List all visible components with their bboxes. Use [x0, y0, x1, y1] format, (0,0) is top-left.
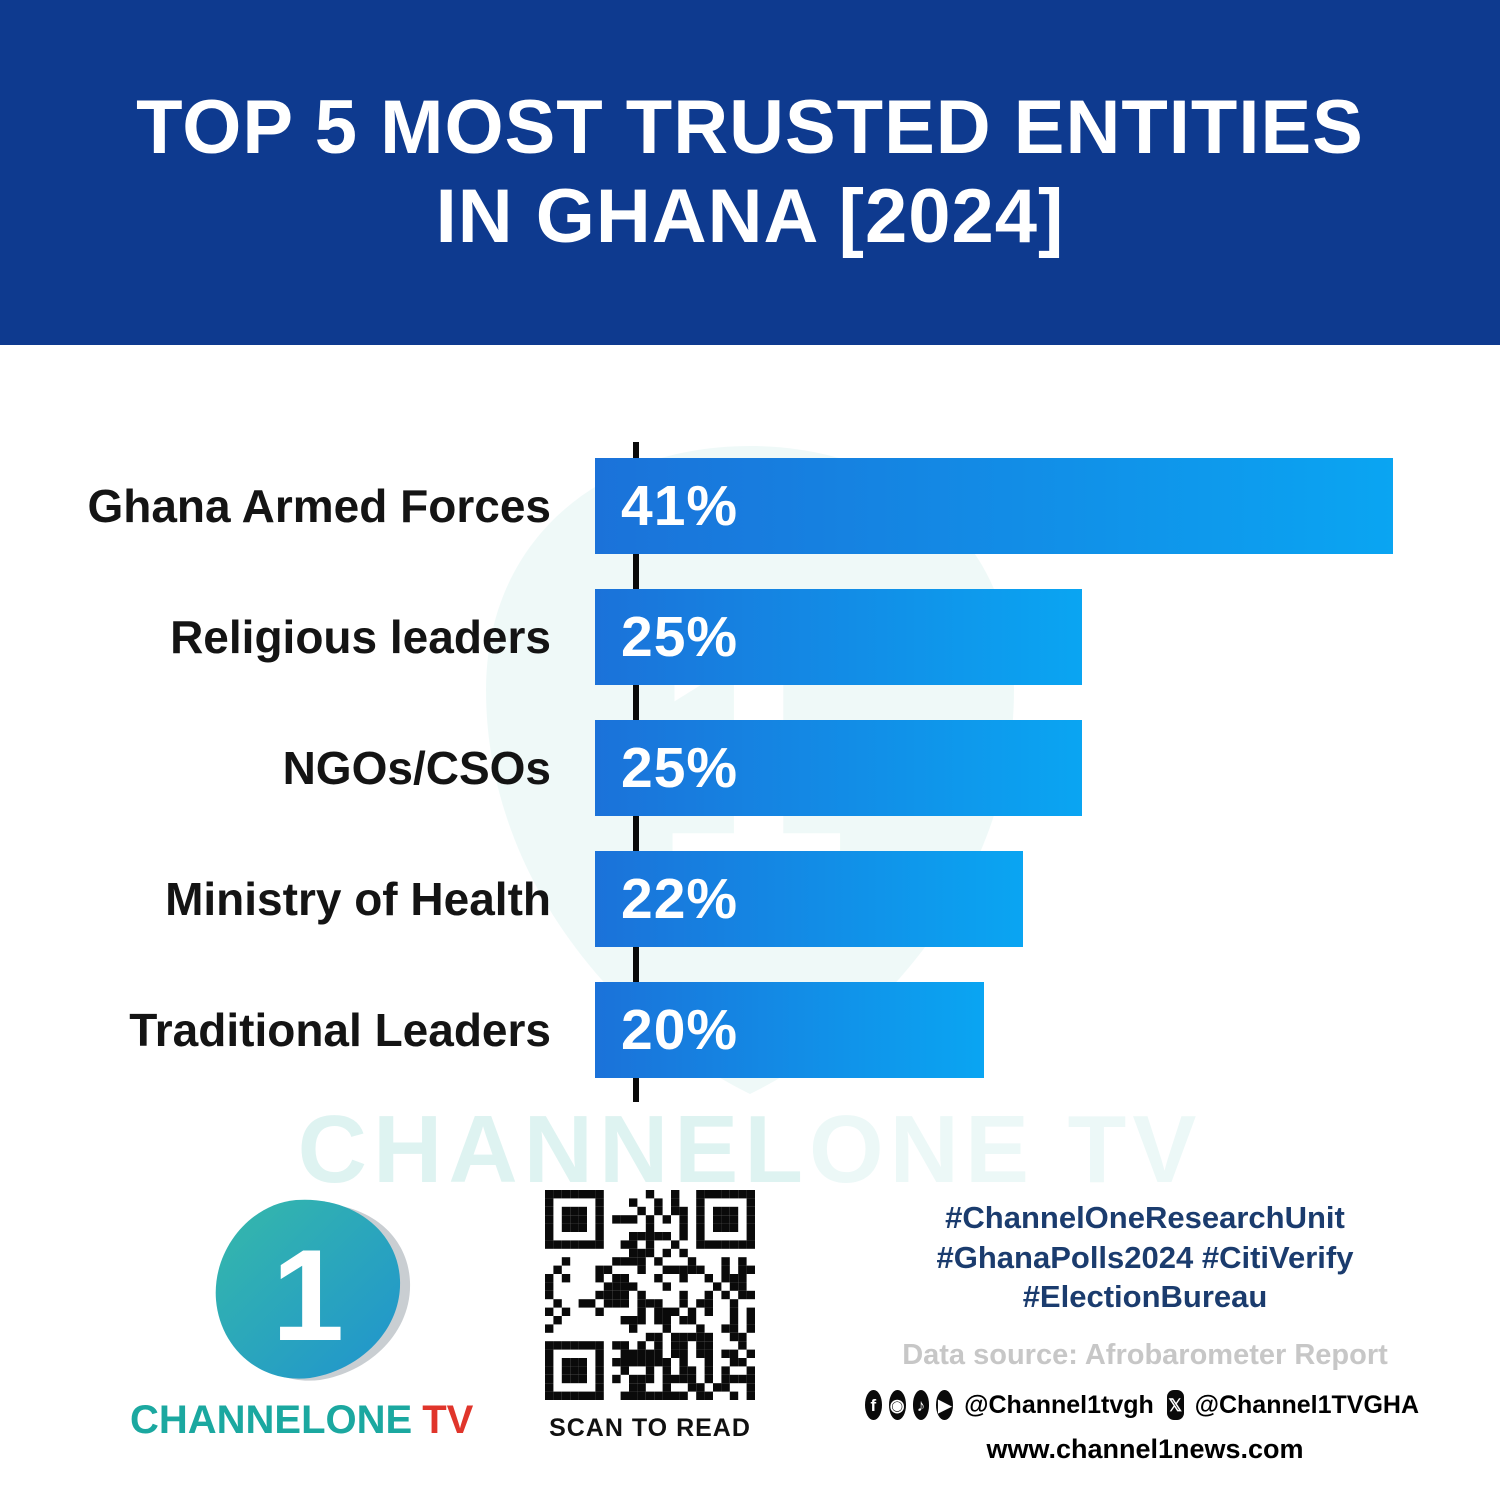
logo-numeral: 1	[272, 1222, 344, 1368]
hashtags-line-3: #ElectionBureau	[1022, 1279, 1268, 1315]
bar-value-label: 20%	[621, 998, 739, 1062]
bar: 25%	[595, 589, 1082, 685]
bar-category-label: Traditional Leaders	[129, 1004, 551, 1056]
logo-wordmark: CHANNELONE TV	[130, 1398, 474, 1443]
qr-block: SCAN TO READ	[540, 1190, 760, 1443]
channel-one-logo-block: 1 CHANNELONE TV	[130, 1190, 474, 1443]
logo-wordmark-main: CHANNELONE	[130, 1398, 413, 1442]
website-url: www.channel1news.com	[986, 1434, 1304, 1465]
chart-row: NGOs/CSOs 25%	[0, 720, 1393, 816]
chart-row: Ghana Armed Forces 41%	[0, 458, 1393, 554]
chart-rows: Ghana Armed Forces 41% Religious leaders 25…	[0, 458, 1393, 1078]
instagram-icon: ◉	[888, 1390, 906, 1421]
social-handle-1: @Channel1tvgh	[964, 1390, 1154, 1419]
facebook-icon: f	[865, 1390, 882, 1421]
bar: 41%	[595, 458, 1393, 554]
tiktok-icon: ♪	[912, 1390, 930, 1421]
brand-watermark-text: CHANNELONE TV	[0, 1095, 1500, 1205]
info-block: #ChannelOneResearchUnit #GhanaPolls2024 …	[865, 1198, 1425, 1465]
bar: 25%	[595, 720, 1082, 816]
bar: 22%	[595, 851, 1024, 947]
youtube-icon: ▶	[936, 1390, 954, 1421]
qr-code	[545, 1190, 755, 1400]
social-handle-2: @Channel1TVGHA	[1194, 1390, 1419, 1419]
chart-row: Ministry of Health 22%	[0, 851, 1393, 947]
bar-value-label: 25%	[621, 736, 739, 800]
bar-value-label: 22%	[621, 867, 739, 931]
page-title-line-2: IN GHANA [2024]	[435, 173, 1065, 259]
chart-row: Traditional Leaders 20%	[0, 982, 1393, 1078]
chart-row: Religious leaders 25%	[0, 589, 1393, 685]
qr-caption: SCAN TO READ	[549, 1414, 751, 1442]
logo-pick-shape	[215, 1199, 401, 1379]
bar-category-label: Ghana Armed Forces	[87, 480, 551, 532]
x-icon: 𝕏	[1166, 1390, 1184, 1421]
hashtags-line-1: #ChannelOneResearchUnit	[945, 1200, 1345, 1235]
data-source-text: Data source: Afrobarometer Report	[902, 1339, 1388, 1372]
footer: 1 CHANNELONE TV SCAN TO READ #ChannelOneR…	[0, 1180, 1500, 1480]
channel-one-logo: 1	[170, 1190, 430, 1390]
page-title-line-1: TOP 5 MOST TRUSTED ENTITIES	[136, 85, 1364, 171]
social-row: f ◉ ♪ ▶ @Channel1tvgh 𝕏 @Channel1TVGHA	[865, 1390, 1425, 1421]
brand-watermark-light: ONE TV	[808, 1096, 1203, 1203]
bar-category-label: NGOs/CSOs	[282, 742, 551, 794]
bar-value-label: 41%	[621, 474, 739, 538]
header-banner: TOP 5 MOST TRUSTED ENTITIES IN GHANA [20…	[0, 0, 1500, 345]
bar-category-label: Religious leaders	[170, 611, 551, 663]
brand-watermark-main: CHANNEL	[297, 1096, 809, 1203]
logo-wordmark-tv: TV	[422, 1398, 474, 1442]
bar-category-label: Ministry of Health	[165, 873, 551, 925]
bar: 20%	[595, 982, 985, 1078]
hashtags-line-2: #GhanaPolls2024 #CitiVerify	[936, 1239, 1354, 1275]
bar-value-label: 25%	[621, 605, 739, 669]
